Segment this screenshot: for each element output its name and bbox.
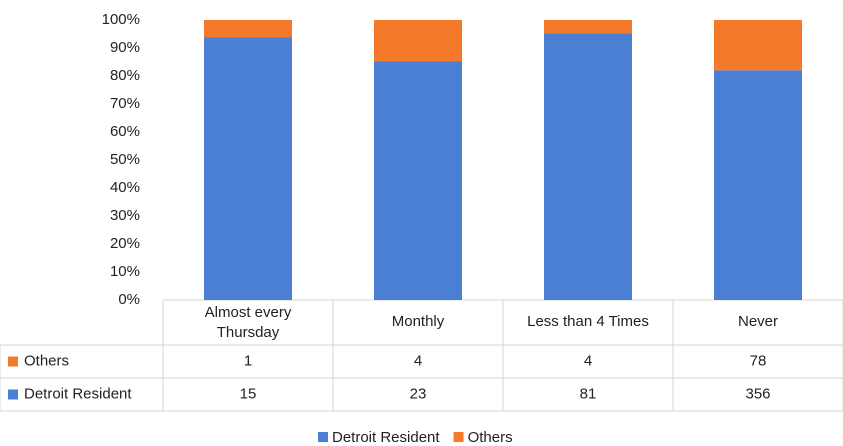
y-tick-label: 70% [110, 95, 140, 112]
legend-key [8, 389, 18, 400]
y-tick-label: 90% [110, 39, 140, 56]
y-tick-label: 20% [110, 235, 140, 252]
bar-segment [714, 70, 802, 301]
table-cell: 81 [580, 385, 597, 402]
table-cell: 4 [584, 352, 592, 369]
bar-segment [714, 20, 802, 71]
x-tick-label: Never [738, 313, 778, 330]
y-tick-label: 10% [110, 263, 140, 280]
bar-segment [544, 20, 632, 34]
legend-key [8, 356, 18, 367]
y-tick-label: 80% [110, 67, 140, 84]
y-tick-label: 60% [110, 123, 140, 140]
x-tick-label: Monthly [392, 313, 445, 330]
bar-segment [544, 33, 632, 300]
y-tick-label: 50% [110, 151, 140, 168]
y-tick-label: 0% [118, 291, 140, 308]
y-tick-label: 30% [110, 207, 140, 224]
table-cell: 15 [240, 385, 257, 402]
legend-label: Detroit Resident [332, 429, 440, 446]
bar-segment [204, 20, 292, 38]
legend-label: Others [468, 429, 513, 446]
table-cell: 23 [410, 385, 427, 402]
bar-segment [374, 61, 462, 301]
table-cell: 1 [244, 352, 252, 369]
y-tick-label: 40% [110, 179, 140, 196]
table-cell: 4 [414, 352, 422, 369]
legend-key [453, 432, 464, 442]
table-cell: 356 [745, 385, 770, 402]
legend-key [318, 432, 328, 442]
table-cell: 78 [750, 352, 767, 369]
table-row-label: Others [24, 352, 69, 369]
bar-segment [374, 20, 462, 62]
y-tick-label: 100% [102, 11, 140, 28]
bar-segment [204, 37, 292, 300]
x-tick-label: Less than 4 Times [527, 313, 649, 330]
x-tick-label: Almost every Thursday [205, 304, 292, 341]
table-row-label: Detroit Resident [24, 385, 132, 402]
